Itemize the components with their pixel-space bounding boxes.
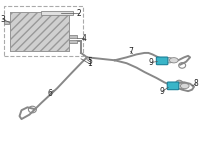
Text: 6: 6	[48, 89, 53, 98]
Ellipse shape	[165, 58, 174, 63]
Text: 9: 9	[160, 87, 165, 96]
Text: 7: 7	[128, 47, 133, 56]
Bar	[10, 12, 69, 51]
Ellipse shape	[169, 58, 178, 63]
Text: 3: 3	[0, 15, 5, 24]
FancyBboxPatch shape	[156, 57, 168, 65]
Bar	[4, 6, 83, 56]
Bar	[41, 11, 73, 15]
Bar	[10, 12, 69, 51]
Text: 9: 9	[149, 58, 154, 67]
Bar	[69, 35, 77, 38]
Text: 1: 1	[88, 59, 92, 69]
Bar	[4, 21, 9, 24]
Ellipse shape	[176, 83, 185, 89]
Ellipse shape	[180, 83, 189, 89]
Text: 5: 5	[87, 57, 92, 66]
Bar	[69, 40, 77, 43]
Text: 8: 8	[194, 79, 198, 88]
Text: 2: 2	[77, 9, 81, 18]
FancyBboxPatch shape	[167, 82, 179, 90]
Text: 4: 4	[82, 34, 86, 43]
